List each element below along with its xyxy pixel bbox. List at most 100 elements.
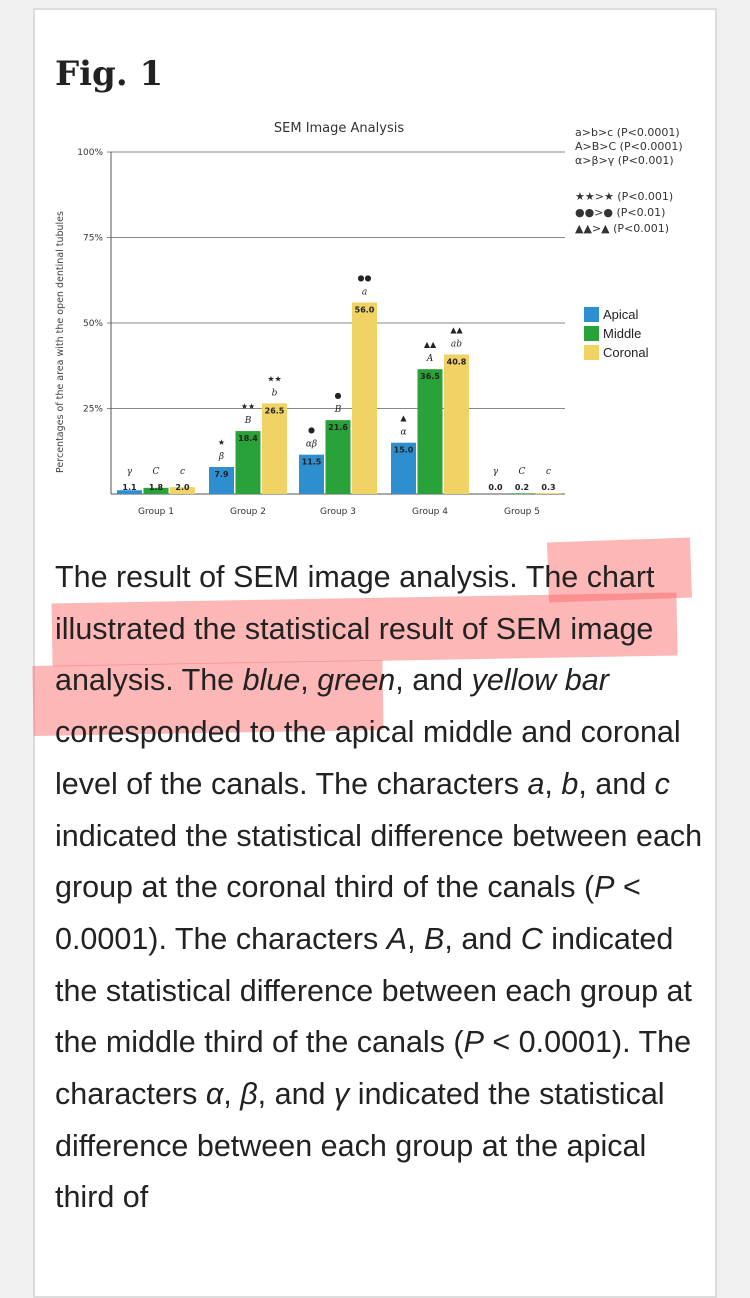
caption-segment: c (654, 766, 670, 801)
legend-label: Apical (603, 307, 639, 322)
caption-segment: b (561, 766, 579, 801)
caption-segment: The result of SEM image analysis. The ch… (55, 560, 655, 698)
significance-letter: αβ (306, 440, 317, 450)
significance-letter: γ (127, 467, 133, 477)
x-tick-label: Group 4 (412, 507, 448, 517)
significance-symbol: ★ (218, 438, 225, 447)
caption-segment: A (386, 921, 408, 956)
caption-segment: indicated the statistical difference bet… (55, 1077, 665, 1215)
caption-segment: , and (578, 766, 655, 801)
y-tick-label: 75% (83, 234, 103, 244)
data-label: 40.8 (447, 357, 467, 366)
data-label: 1.1 (122, 483, 137, 492)
data-label: 0.3 (541, 483, 555, 492)
significance-letter: c (546, 467, 551, 477)
data-label: 15.0 (394, 446, 414, 455)
significance-symbol: ● (335, 391, 342, 400)
caption-segment: , (544, 766, 562, 801)
caption-segment: a (527, 766, 545, 801)
x-tick-label: Group 2 (230, 507, 266, 517)
bar (417, 369, 443, 494)
caption-segment: γ (333, 1077, 350, 1112)
bar (444, 354, 469, 494)
x-tick-label: Group 5 (504, 507, 540, 517)
caption-segment: , and (257, 1077, 334, 1112)
significance-letter: c (180, 467, 185, 477)
significance-symbol: ●● (358, 273, 372, 282)
bar (235, 431, 261, 494)
x-tick-label: Group 3 (320, 507, 356, 517)
legend-label: Middle (603, 326, 641, 341)
significance-letter: A (426, 354, 434, 364)
legend-swatch (584, 307, 599, 322)
y-ticks: 100% 75% 50% 25% (77, 148, 103, 415)
data-label: 1.8 (149, 483, 164, 492)
caption-segment: α (205, 1077, 224, 1112)
bar-chart: SEM Image Analysis Percentages of the ar… (55, 121, 683, 517)
data-label: 0.0 (488, 483, 503, 492)
y-tick-label: 100% (77, 148, 103, 158)
bar (143, 487, 169, 494)
data-label: 21.6 (328, 423, 348, 432)
caption-segment: P (594, 870, 615, 905)
y-tick-label: 50% (83, 319, 103, 329)
caption-segment: , (300, 663, 318, 698)
bar (209, 466, 234, 494)
significance-letter: β (218, 452, 224, 462)
bar (117, 490, 142, 494)
data-label: 0.2 (515, 483, 529, 492)
significance-note: A>B>C (P<0.0001) (575, 140, 683, 153)
significance-symbol: ● (308, 426, 315, 435)
chart-container: SEM Image Analysis Percentages of the ar… (55, 112, 715, 532)
bars: 1.1 γ 1.8 C 2.0 c 7.9 β ★ 18.4 B ★★ 26.5 b ★★ 11.5 αβ ● 21… (117, 273, 561, 494)
significance-note: ★★>★ (P<0.001) (575, 190, 673, 203)
caption-segment: < 0.0001). The characters (55, 1025, 692, 1112)
bar (262, 403, 287, 494)
x-tick-labels: Group 1 Group 2 Group 3 Group 4 Group 5 (138, 507, 540, 517)
bar (352, 302, 377, 494)
significance-symbol: ▲▲ (450, 325, 463, 334)
figure-title: Fig. 1 (55, 54, 164, 94)
legend-label: Coronal (603, 345, 649, 360)
figure-caption: The result of SEM image analysis. The ch… (55, 552, 705, 1224)
caption-segment: , (407, 921, 425, 956)
significance-letter: γ (493, 467, 499, 477)
caption-segment: indicated the statistical difference bet… (55, 818, 703, 905)
figure-card (33, 8, 717, 1298)
data-label: 11.5 (302, 458, 322, 467)
significance-symbol: ▲▲ (424, 340, 437, 349)
legend-swatch (584, 345, 599, 360)
data-label: 26.5 (265, 406, 285, 415)
significance-symbol: ▲ (400, 414, 407, 423)
legend: Apical Middle Coronal (584, 307, 649, 360)
significance-note: ●●>● (P<0.01) (575, 206, 665, 219)
x-tick-label: Group 1 (138, 507, 174, 517)
significance-letter: C (153, 467, 160, 477)
y-tick-label: 25% (83, 405, 103, 415)
data-label: 36.5 (420, 372, 440, 381)
caption-segment: blue (242, 663, 301, 698)
data-label: 2.0 (175, 483, 190, 492)
significance-letter: C (519, 467, 526, 477)
legend-swatch (584, 326, 599, 341)
significance-symbol: ★★ (267, 374, 281, 383)
y-axis-label: Percentages of the area with the open de… (55, 211, 66, 473)
bar (536, 492, 561, 494)
data-label: 56.0 (355, 305, 375, 314)
caption-segment: , and (395, 663, 472, 698)
caption-segment: yellow bar (471, 663, 609, 698)
significance-letter: a (362, 287, 367, 297)
caption-segment: < 0.0001). The characters (55, 870, 641, 956)
significance-letter: b (272, 388, 278, 398)
significance-symbol: ★★ (241, 402, 255, 411)
chart-title: SEM Image Analysis (274, 121, 404, 136)
caption-segment: indicated the statistical difference bet… (55, 921, 692, 1060)
bar (391, 442, 416, 494)
caption-segment: , (223, 1077, 241, 1112)
significance-letter: B (334, 405, 342, 415)
caption-segment: β (240, 1077, 258, 1112)
bar (325, 420, 351, 494)
data-label: 18.4 (238, 434, 258, 443)
significance-letter: B (244, 416, 252, 426)
data-label: 7.9 (214, 470, 229, 479)
